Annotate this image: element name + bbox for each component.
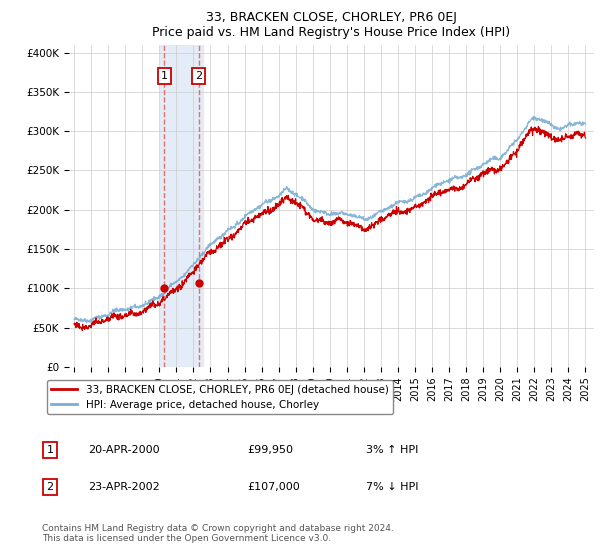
Legend: 33, BRACKEN CLOSE, CHORLEY, PR6 0EJ (detached house), HPI: Average price, detach: 33, BRACKEN CLOSE, CHORLEY, PR6 0EJ (det…	[47, 380, 393, 414]
Text: 2: 2	[47, 482, 53, 492]
Text: 7% ↓ HPI: 7% ↓ HPI	[366, 482, 419, 492]
Text: 2: 2	[195, 71, 202, 81]
Text: £107,000: £107,000	[247, 482, 300, 492]
Bar	[160, 45, 203, 367]
Text: 3% ↑ HPI: 3% ↑ HPI	[366, 445, 418, 455]
Title: 33, BRACKEN CLOSE, CHORLEY, PR6 0EJ
Price paid vs. HM Land Registry's House Pric: 33, BRACKEN CLOSE, CHORLEY, PR6 0EJ Pric…	[152, 11, 511, 39]
Text: 1: 1	[47, 445, 53, 455]
Text: £99,950: £99,950	[247, 445, 293, 455]
Text: 20-APR-2000: 20-APR-2000	[88, 445, 160, 455]
Text: 1: 1	[161, 71, 168, 81]
Text: 23-APR-2002: 23-APR-2002	[88, 482, 160, 492]
Text: Contains HM Land Registry data © Crown copyright and database right 2024.
This d: Contains HM Land Registry data © Crown c…	[42, 524, 394, 543]
